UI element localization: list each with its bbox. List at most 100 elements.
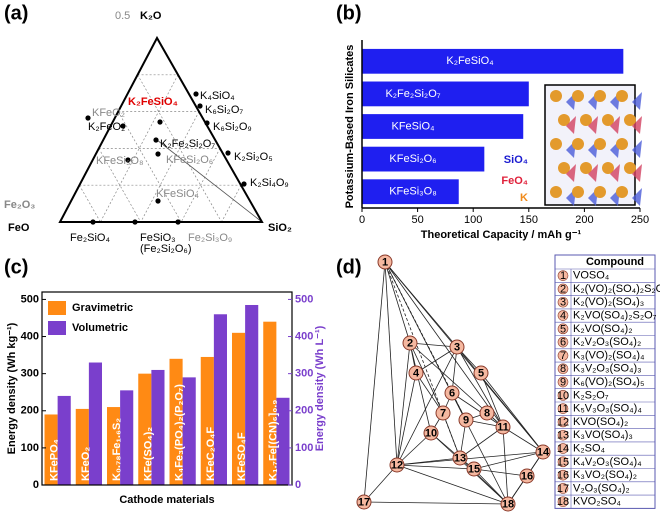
table-number: 17 bbox=[557, 483, 569, 495]
annotation: SiO₄ bbox=[504, 154, 528, 166]
compound-point bbox=[85, 115, 91, 121]
crystal-atom bbox=[594, 90, 606, 102]
network-edge bbox=[396, 432, 432, 466]
table-number: 6 bbox=[560, 337, 566, 349]
network-node bbox=[356, 494, 372, 510]
network-edge bbox=[415, 372, 444, 414]
table-number: 8 bbox=[560, 363, 566, 375]
network-edge bbox=[384, 261, 398, 466]
table-number: 10 bbox=[557, 390, 569, 402]
compound-label: Fe₂Si₃O₉ bbox=[188, 232, 232, 244]
compound-point bbox=[225, 150, 231, 156]
crystal-tetra bbox=[632, 116, 642, 134]
compound-point bbox=[132, 219, 138, 225]
crystal-atom bbox=[580, 162, 592, 174]
table-number: 9 bbox=[560, 376, 566, 388]
annotation: FeO₄ bbox=[501, 175, 528, 187]
table-compound: K₂S₂O₇ bbox=[573, 389, 609, 401]
network-edge bbox=[363, 261, 386, 503]
network-edge bbox=[480, 372, 504, 428]
table-number: 14 bbox=[557, 443, 569, 455]
compound-label: (Fe₂Si₂O₆) bbox=[140, 243, 191, 255]
table-badge bbox=[557, 310, 569, 321]
compound-label: KFeO₂ bbox=[92, 107, 125, 119]
compound-label: K₂FeSiO₄ bbox=[128, 96, 178, 108]
panel-label: (b) bbox=[336, 2, 362, 24]
bar bbox=[120, 390, 134, 485]
network-edge bbox=[456, 346, 504, 428]
compound-point bbox=[197, 103, 203, 109]
annotation: K bbox=[520, 192, 528, 204]
network-edge bbox=[396, 451, 544, 466]
node-label: 7 bbox=[440, 407, 446, 419]
crystal-tetra bbox=[632, 140, 642, 158]
table-badge bbox=[557, 296, 569, 308]
network-edge bbox=[459, 426, 504, 459]
table-compound: K₂SO₄ bbox=[573, 442, 606, 454]
bar bbox=[362, 81, 529, 107]
compound-label: KFeSi₂O₆ bbox=[166, 154, 213, 166]
network-node bbox=[452, 450, 468, 466]
y2-tick-label: 100 bbox=[295, 442, 313, 454]
network-edge bbox=[396, 464, 475, 470]
table-badge bbox=[557, 483, 569, 494]
network-edge bbox=[451, 346, 458, 394]
crystal-atom bbox=[616, 90, 628, 102]
compound-label: K₂FeO₂ bbox=[88, 121, 125, 133]
y-tick-label: 200 bbox=[21, 405, 39, 417]
crystal-tetra bbox=[632, 188, 642, 206]
network-node bbox=[500, 496, 516, 512]
table-number: 1 bbox=[560, 270, 566, 282]
table-number: 7 bbox=[560, 350, 566, 362]
crystal-tetra bbox=[566, 164, 576, 182]
network-node bbox=[479, 405, 495, 421]
y2-tick-label: 0 bbox=[295, 479, 301, 491]
x-tick-label: 150 bbox=[520, 214, 538, 226]
network-node bbox=[435, 405, 451, 421]
crystal-atom bbox=[550, 90, 562, 102]
network-edge bbox=[363, 464, 398, 503]
network-edge bbox=[384, 261, 461, 459]
legend-label: Volumetric bbox=[72, 322, 128, 334]
network-edge bbox=[451, 392, 504, 428]
vertex-label: SiO₂ bbox=[268, 222, 292, 234]
network-edge bbox=[384, 261, 453, 394]
crystal-atom bbox=[616, 186, 628, 198]
bar bbox=[44, 414, 58, 485]
network-node bbox=[466, 461, 482, 477]
table-number: 15 bbox=[557, 456, 569, 468]
bar-label: KFeSiO₄ bbox=[391, 120, 435, 132]
y2-tick-label: 300 bbox=[295, 368, 313, 380]
table-number: 18 bbox=[557, 496, 569, 508]
x-tick-label: 50 bbox=[411, 214, 423, 226]
node-label: 13 bbox=[454, 452, 466, 464]
table-number: 11 bbox=[557, 403, 568, 415]
vertex-label: K₂O bbox=[140, 10, 162, 22]
crystal-tetra bbox=[632, 92, 642, 110]
table-badge bbox=[557, 390, 569, 401]
bar bbox=[263, 321, 277, 485]
x-tick-label: 200 bbox=[575, 214, 593, 226]
x-tick-label: KFeO₂ bbox=[80, 447, 92, 481]
bar-label: K₂FeSiO₄ bbox=[446, 55, 494, 67]
ternary-grid bbox=[140, 111, 200, 223]
table-compound: K₃V₂O₃(SO₄)₃ bbox=[573, 363, 642, 375]
x-tick-label: K₄Fe₃(PO₄)₂(P₂O₇) bbox=[174, 384, 186, 481]
y-axis-title: Energy density (Wh kg⁻¹) bbox=[6, 322, 18, 454]
ternary-grid bbox=[221, 185, 242, 223]
table-badge bbox=[557, 350, 569, 361]
table-badge bbox=[557, 456, 569, 468]
bar bbox=[169, 358, 183, 485]
ternary-grid bbox=[79, 185, 101, 223]
node-label: 16 bbox=[521, 470, 533, 482]
compound-point bbox=[155, 198, 161, 204]
network-node bbox=[389, 457, 405, 473]
network-edge bbox=[409, 342, 444, 414]
node-label: 14 bbox=[537, 446, 550, 458]
table-compound: KVO(SO₄)₂ bbox=[573, 416, 628, 428]
network-node bbox=[473, 365, 489, 381]
network-edge bbox=[396, 464, 509, 505]
compound-label: K₄SiO₄ bbox=[200, 90, 235, 102]
node-label: 8 bbox=[484, 407, 490, 419]
